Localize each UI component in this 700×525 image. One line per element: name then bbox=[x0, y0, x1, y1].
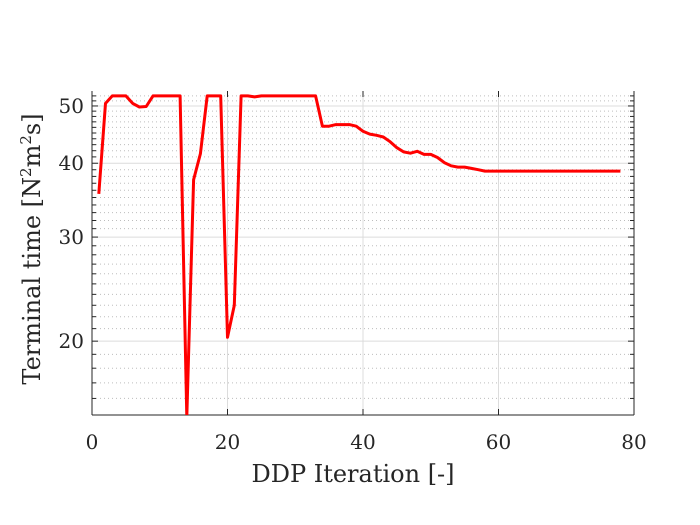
series-layer bbox=[97, 94, 621, 415]
y-tick-label: 20 bbox=[59, 329, 84, 353]
x-tick-label: 0 bbox=[86, 430, 99, 454]
x-tick-label: 80 bbox=[621, 430, 646, 454]
y-axis-label-part: Terminal time [N bbox=[18, 177, 46, 385]
x-tick-label: 60 bbox=[486, 430, 511, 454]
x-tick-label: 40 bbox=[350, 430, 375, 454]
y-axis-label-part: 2 bbox=[17, 135, 35, 145]
grid-lines bbox=[91, 91, 635, 415]
x-tick-label: 20 bbox=[215, 430, 240, 454]
series-line bbox=[97, 94, 621, 415]
y-axis-label-part: s] bbox=[18, 113, 46, 135]
x-axis-label: DDP Iteration [-] bbox=[251, 460, 454, 488]
y-axis-label-part: m bbox=[18, 144, 46, 167]
y-axis-label: Terminal time [N2m2s] bbox=[17, 113, 46, 384]
tick-labels: 0 20 40 60 80 20 30 40 50 bbox=[59, 94, 647, 454]
y-axis-label-part: 2 bbox=[17, 167, 35, 177]
y-tick-label: 40 bbox=[59, 151, 84, 175]
y-tick-label: 50 bbox=[59, 94, 84, 118]
y-tick-label: 30 bbox=[59, 225, 84, 249]
axes bbox=[91, 91, 635, 416]
